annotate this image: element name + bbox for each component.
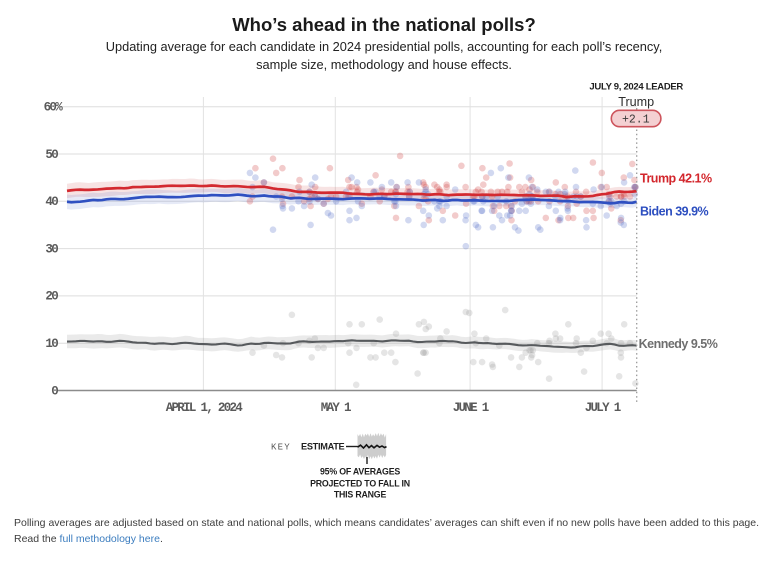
svg-text:THIS RANGE: THIS RANGE [334, 490, 387, 500]
svg-text:95% OF AVERAGES: 95% OF AVERAGES [320, 467, 400, 477]
svg-text:PROJECTED TO FALL IN: PROJECTED TO FALL IN [310, 479, 410, 489]
svg-text:60%: 60% [44, 101, 64, 115]
svg-text:30: 30 [45, 242, 58, 256]
svg-text:20: 20 [45, 290, 58, 304]
svg-text:40: 40 [45, 195, 58, 209]
svg-text:Trump 42.1%: Trump 42.1% [640, 172, 712, 186]
svg-text:50: 50 [45, 148, 58, 162]
svg-text:JULY 1: JULY 1 [585, 401, 621, 415]
svg-text:KEY: KEY [271, 443, 291, 453]
svg-text:APRIL 1, 2024: APRIL 1, 2024 [166, 401, 244, 415]
svg-text:+2.1: +2.1 [622, 113, 650, 126]
svg-text:10: 10 [45, 337, 58, 351]
svg-text:Trump: Trump [618, 95, 654, 109]
svg-text:JULY 9, 2024 LEADER: JULY 9, 2024 LEADER [589, 82, 683, 93]
svg-text:MAY 1: MAY 1 [321, 401, 351, 415]
svg-text:Biden 39.9%: Biden 39.9% [640, 205, 709, 219]
svg-text:Kennedy 9.5%: Kennedy 9.5% [639, 337, 718, 351]
svg-text:JUNE 1: JUNE 1 [453, 401, 489, 415]
svg-text:ESTIMATE: ESTIMATE [301, 442, 345, 452]
svg-text:0: 0 [51, 384, 58, 398]
